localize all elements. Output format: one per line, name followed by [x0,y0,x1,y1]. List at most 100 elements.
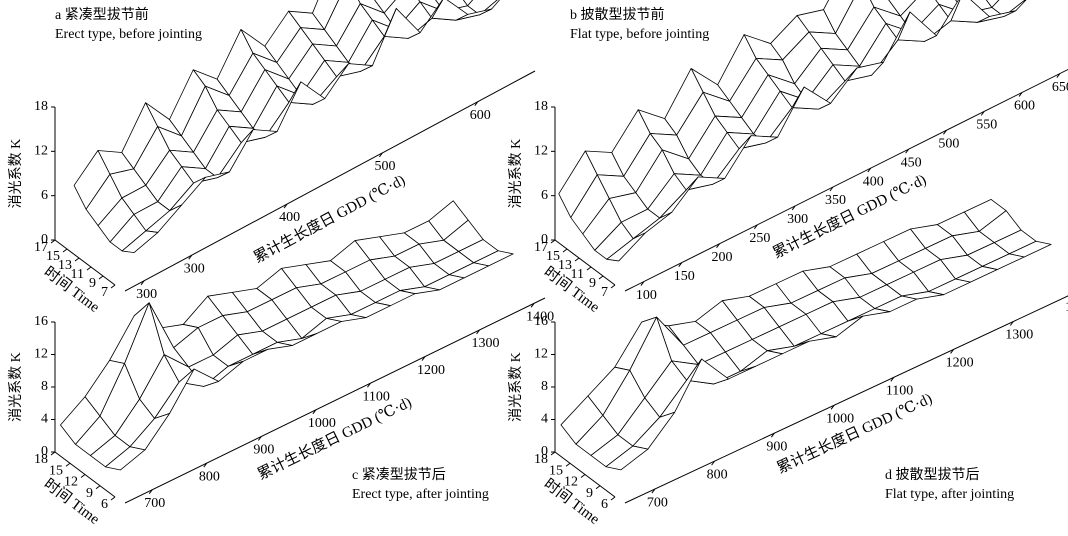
gdd-tick-label: 100 [636,288,657,303]
time-tick-label: 13 [558,258,572,273]
z-tick-label: 16 [34,314,48,329]
time-tick [62,248,68,253]
gdd-tick [711,460,716,466]
gdd-tick [148,489,153,494]
gdd-tick-label: 500 [374,159,395,174]
gdd-axis [624,68,1068,292]
time-tick [74,257,80,262]
gdd-tick-label: 800 [199,469,220,484]
gdd-tick-label: 550 [976,118,997,133]
gdd-tick-label: 1300 [472,336,500,351]
time-tick [550,451,556,456]
gdd-tick-label: 1200 [946,356,974,371]
time-tick [562,248,568,253]
gdd-tick [980,111,985,116]
z-tick-label: 0 [541,232,548,247]
time-tick-label: 7 [601,285,608,300]
gdd-tick [890,377,895,382]
gdd-tick [1056,73,1061,78]
panel-subtitle: Flat type, before jointing [570,27,709,42]
gdd-tick-label: 1000 [826,411,854,426]
z-tick-label: 12 [534,144,548,159]
z-tick-label: 6 [41,188,48,203]
time-tick [550,239,556,244]
time-tick-label: 9 [586,486,593,501]
gdd-axis [124,70,536,292]
time-tick [65,462,71,467]
surface-cell [121,230,159,254]
gdd-tick [770,432,775,438]
gdd-tick [651,488,656,494]
panel-title: c 紧凑型拔节后 [352,466,446,483]
time-tick-label: 15 [549,463,563,478]
gdd-tick [640,281,645,286]
gdd-tick-label: 650 [1052,80,1068,95]
gdd-tick [867,167,872,173]
surface-cell [105,446,146,471]
time-tick [574,257,580,262]
gdd-tick-label: 300 [184,261,205,276]
panel-title: d 披散型拔节后 [885,467,980,483]
gdd-axis [624,295,1068,504]
panel-title: b 披散型拔节前 [570,6,665,23]
gdd-tick [140,280,145,286]
gdd-tick [950,349,954,354]
z-tick-label: 16 [534,314,548,329]
panel-subtitle: Flat type, after jointing [885,487,1014,502]
gdd-tick-label: 900 [253,443,274,458]
time-tick-label: 9 [86,486,93,501]
gdd-tick-label: 500 [938,137,959,152]
time-axis [554,239,616,286]
gdd-tick-label: 300 [787,212,808,227]
time-tick-label: 18 [34,452,48,467]
gdd-tick [829,186,834,192]
z-tick-label: 8 [541,379,548,394]
gdd-tick-label: 450 [901,155,922,170]
time-tick [50,451,56,456]
time-tick [610,284,616,289]
gdd-tick-label: 900 [766,439,787,454]
panel-subtitle: Erect type, after jointing [352,487,489,502]
gdd-tick-label: 700 [144,496,165,511]
gdd-tick [367,382,371,388]
time-tick [586,266,592,271]
gdd-tick-label: 1400 [526,310,554,325]
time-tick-label: 15 [46,249,60,264]
panel-subtitle: Erect type, before jointing [55,27,202,42]
time-tick [610,496,616,501]
time-tick-label: 7 [101,285,108,300]
gdd-tick [1009,321,1014,326]
z-tick-label: 12 [34,144,48,159]
z-tick-label: 4 [41,412,48,427]
gdd-tick [203,462,208,468]
time-tick-label: 6 [101,497,108,512]
gdd-tick [312,409,317,415]
gdd-tick [753,224,758,230]
z-tick-label: 0 [41,444,48,459]
gdd-tick [474,101,479,106]
gdd-tick [530,303,535,308]
z-tick-label: 0 [541,444,548,459]
gdd-tick [379,152,383,158]
z-axis-label: 消光系数 K [8,139,24,209]
gdd-tick-label: 150 [674,269,695,284]
panel-title: a 紧凑型拔节前 [55,6,149,23]
gdd-tick [476,329,480,335]
time-tick-label: 11 [71,267,84,282]
gdd-tick [188,254,193,260]
gdd-axis-label: 累计生长度日 GDD (℃·d) [774,390,935,477]
gdd-tick-label: 400 [279,210,300,225]
time-tick [98,275,104,280]
gdd-tick-label: 1100 [886,384,913,399]
gdd-tick [830,404,835,410]
z-tick-label: 6 [541,188,548,203]
z-tick-label: 12 [34,347,48,362]
time-tick [580,474,586,478]
gdd-tick [905,148,910,154]
gdd-tick [283,203,288,209]
gdd-tick [791,205,796,211]
gdd-tick [678,262,683,267]
z-tick-label: 8 [41,379,48,394]
time-tick [565,462,571,467]
